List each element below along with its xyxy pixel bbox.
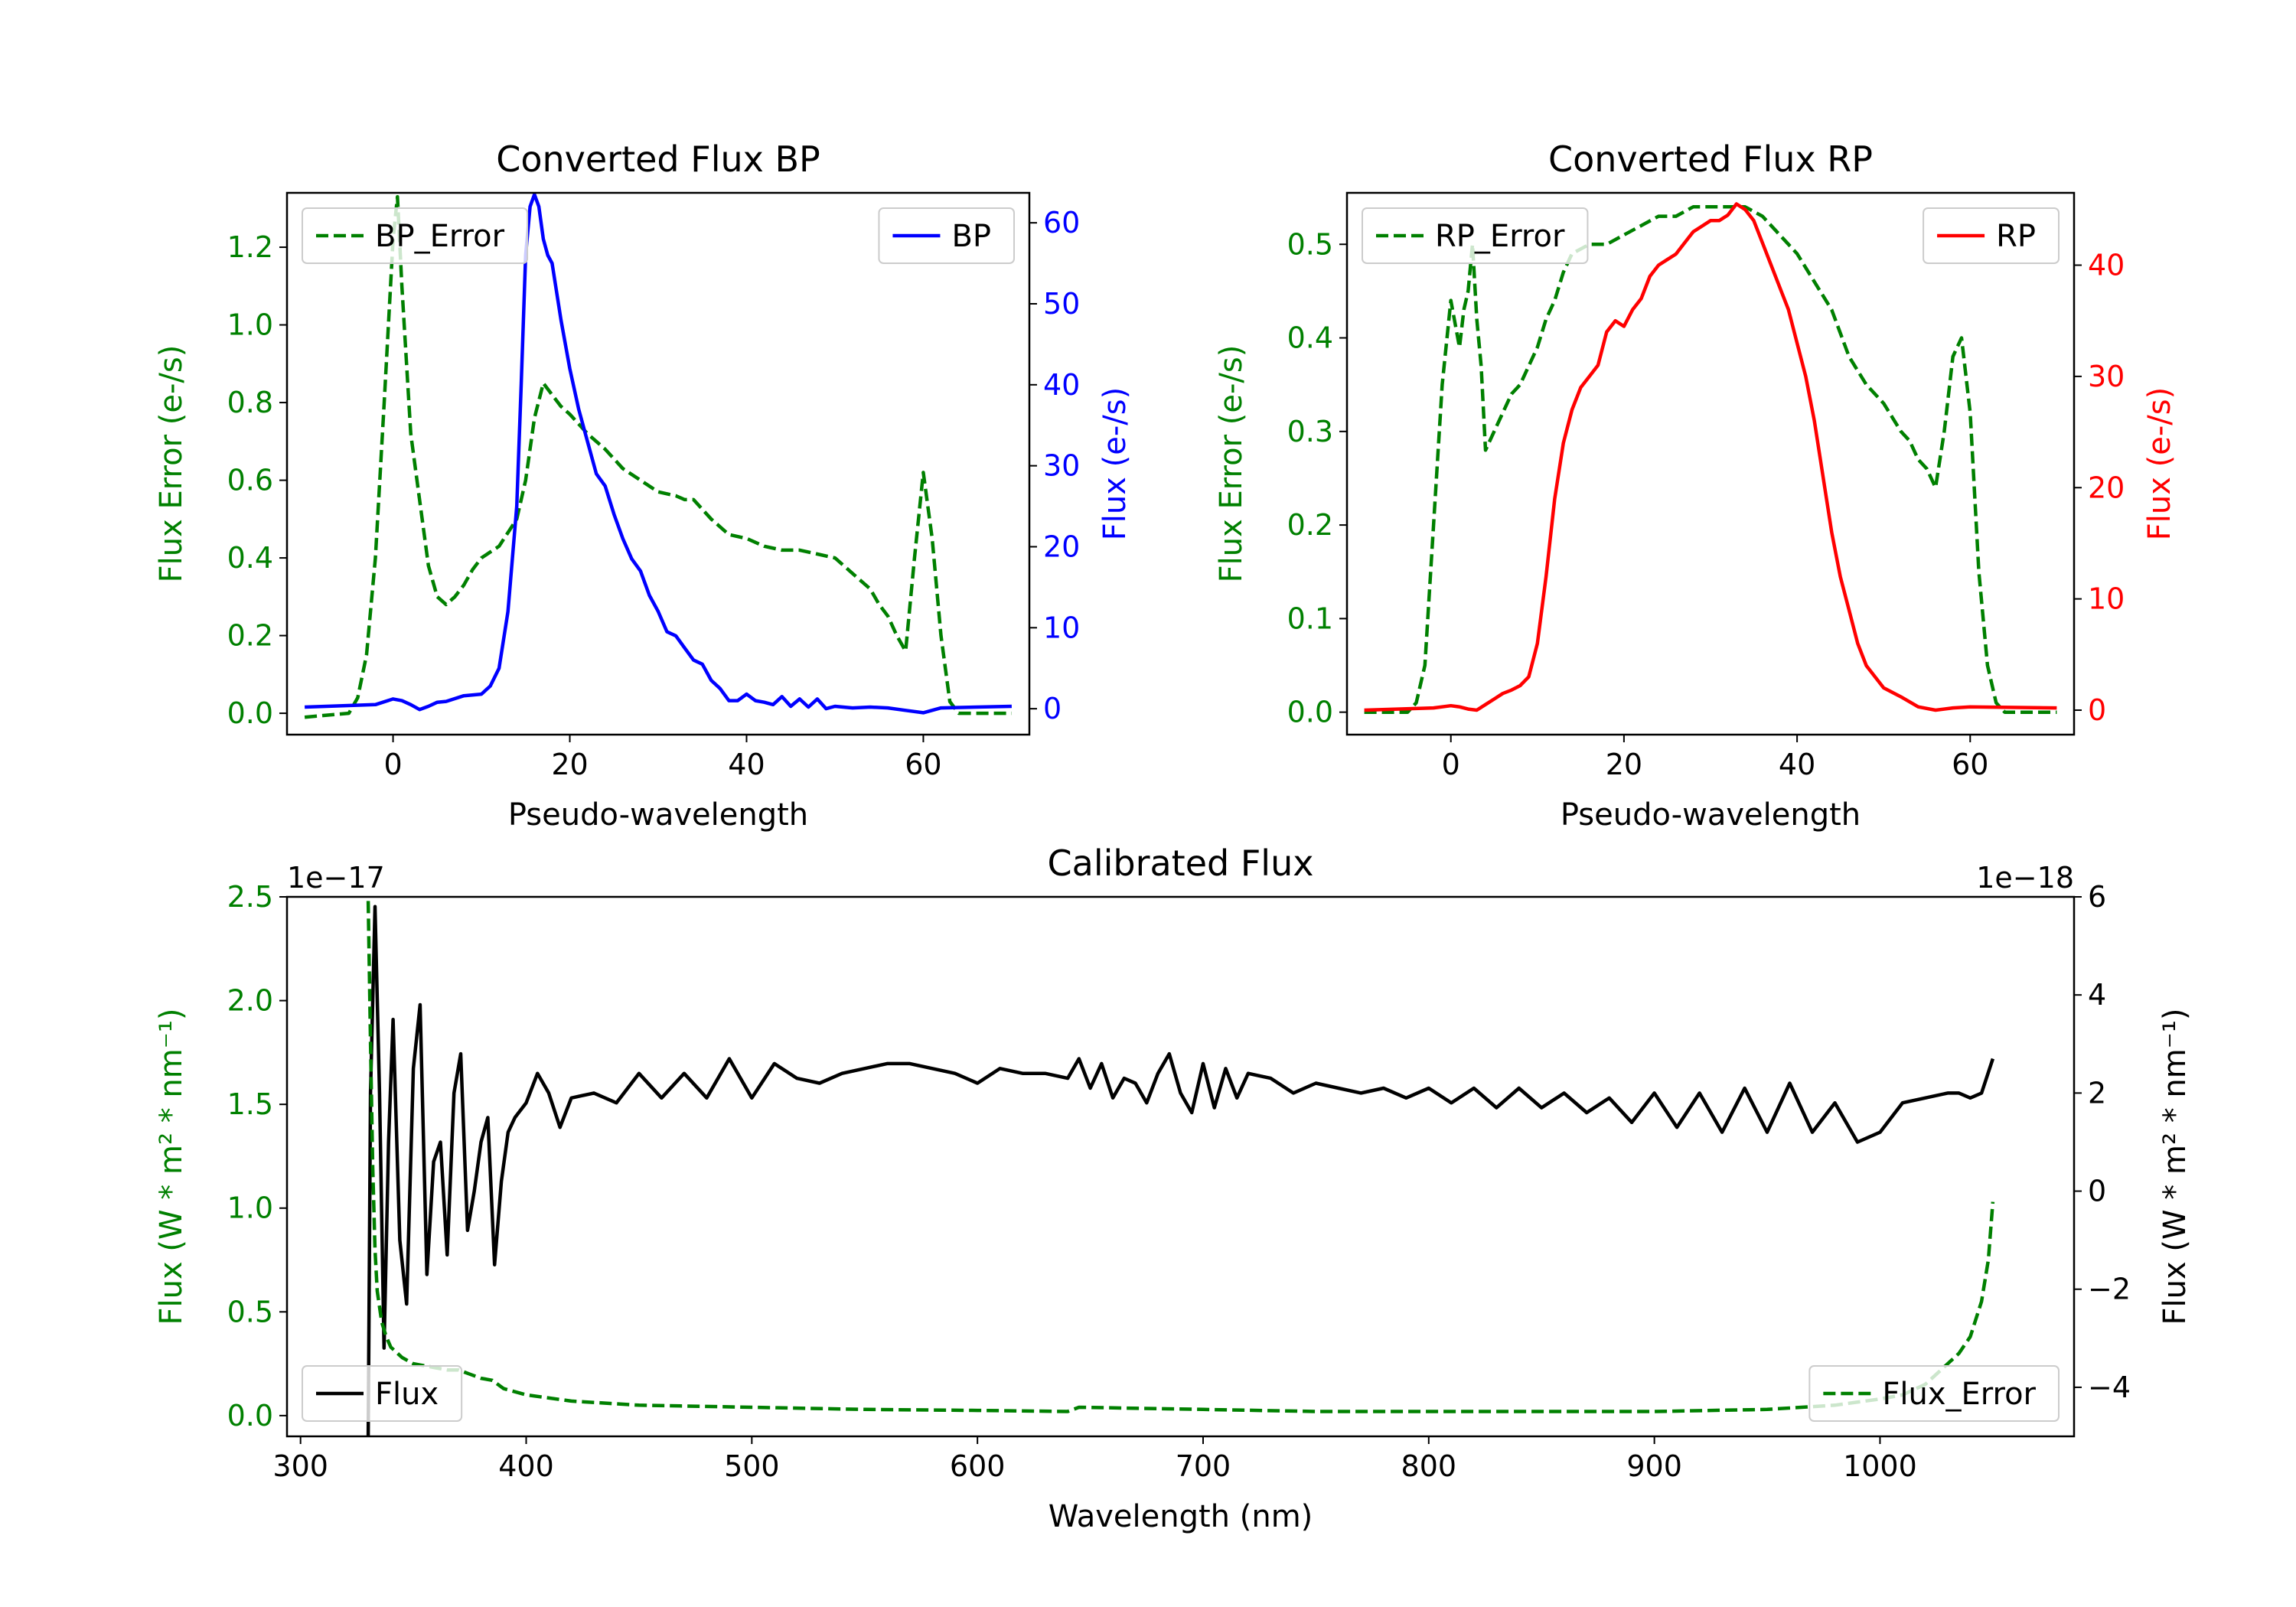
x-tick-label: 900 xyxy=(1626,1449,1682,1483)
y-tick-label-right: 60 xyxy=(1043,206,1080,240)
y-axis-label-left: Flux Error (e-/s) xyxy=(154,345,189,583)
chart-title: Converted Flux RP xyxy=(1548,139,1873,180)
y-tick-label-left: 0.5 xyxy=(227,1295,273,1328)
legend-box xyxy=(1362,207,1589,264)
chart-title: Calibrated Flux xyxy=(1048,843,1314,884)
y-tick-label-left: 2.0 xyxy=(227,984,273,1018)
offset-label-right: 1e−18 xyxy=(1976,861,2074,895)
series-line-bp-error xyxy=(304,194,1012,719)
series-line-rp xyxy=(1364,202,2057,712)
x-tick-label: 400 xyxy=(498,1449,554,1483)
y-tick-label-left: 0.1 xyxy=(1287,601,1333,635)
y-tick-label-right: 4 xyxy=(2088,978,2106,1012)
x-axis-label: Wavelength (nm) xyxy=(1049,1499,1313,1534)
y-tick-label-right: 0 xyxy=(1043,692,1062,725)
legend-box xyxy=(1923,207,2060,264)
legend-right: BP xyxy=(878,207,1015,264)
y-tick-label-left: 0.8 xyxy=(227,386,273,419)
y-tick-label-left: 1.5 xyxy=(227,1087,273,1121)
axes-frame xyxy=(285,895,2076,1438)
y-tick-label-right: 10 xyxy=(1043,611,1080,644)
y-tick-label-left: 2.5 xyxy=(227,880,273,914)
y-tick-label-left: 0.2 xyxy=(1287,508,1333,542)
panel-rp: Converted Flux RP Pseudo-wavelength Flux… xyxy=(1214,139,2177,833)
y-tick-label-right: 30 xyxy=(1043,449,1080,483)
y-tick-label-right: 10 xyxy=(2088,582,2125,616)
x-tick-label: 300 xyxy=(272,1449,328,1483)
y-tick-label-right: 40 xyxy=(1043,368,1080,402)
y-tick-label-right: 2 xyxy=(2088,1076,2106,1110)
x-tick-label: 60 xyxy=(905,748,941,781)
y-tick-label-right: 0 xyxy=(2088,693,2106,727)
y-tick-label-right: 20 xyxy=(1043,530,1080,563)
y-tick-label-left: 1.0 xyxy=(227,308,273,342)
offset-label-left: 1e−17 xyxy=(287,861,385,895)
x-tick-label: 700 xyxy=(1176,1449,1231,1483)
legend-right: Flux_Error xyxy=(1808,1365,2060,1422)
y-tick-label-left: 0.0 xyxy=(227,696,273,730)
panel-bp: Converted Flux BP Pseudo-wavelength Flux… xyxy=(154,139,1133,833)
x-tick-label: 600 xyxy=(950,1449,1006,1483)
axes-frame xyxy=(285,191,1031,736)
y-axis-label-right: Flux (e-/s) xyxy=(2142,387,2177,540)
y-tick-label-left: 1.0 xyxy=(227,1191,273,1225)
legend-label-rp-error: RP_Error xyxy=(1435,219,1565,254)
x-tick-label: 60 xyxy=(1952,748,1988,781)
series-line-bp xyxy=(305,193,1012,715)
legend-left: Flux xyxy=(302,1365,463,1422)
chart-title: Converted Flux BP xyxy=(496,139,820,180)
y-tick-label-right: −4 xyxy=(2088,1371,2131,1404)
y-tick-label-right: 30 xyxy=(2088,360,2125,393)
legend-box xyxy=(302,207,529,264)
y-tick-label-right: 50 xyxy=(1043,287,1080,321)
y-axis-label-right: Flux (e-/s) xyxy=(1097,387,1133,540)
y-tick-label-left: 0.4 xyxy=(227,541,273,575)
x-tick-label: 1000 xyxy=(1843,1449,1917,1483)
y-tick-label-right: 40 xyxy=(2088,248,2125,282)
x-tick-label: 40 xyxy=(728,748,765,781)
legend-box xyxy=(878,207,1015,264)
plot-area: 0 20 40 60 0.0 0.2 0.4 0.6 0.8 1.0 1.2 0 10 20 30 40 50 6… xyxy=(227,191,1080,781)
y-axis-label-left: Flux Error (e-/s) xyxy=(1214,345,1249,583)
legend-box xyxy=(302,1365,463,1422)
y-tick-label-right: 20 xyxy=(2088,471,2125,504)
y-tick-label-right: −2 xyxy=(2088,1273,2131,1306)
y-tick-label-left: 0.0 xyxy=(227,1399,273,1433)
legend-right: RP xyxy=(1923,207,2060,264)
legend-label-rp: RP xyxy=(1996,219,2036,254)
y-tick-label-left: 0.3 xyxy=(1287,415,1333,448)
panel-calibrated: Calibrated Flux Wavelength (nm) Flux (W … xyxy=(154,843,2193,1534)
y-tick-label-left: 0.4 xyxy=(1287,321,1333,355)
axes-frame xyxy=(1345,191,2076,736)
legend-label-bp: BP xyxy=(951,219,991,254)
y-tick-label-right: 0 xyxy=(2088,1175,2106,1208)
y-tick-label-left: 0.6 xyxy=(227,464,273,497)
legend-label-bp-error: BP_Error xyxy=(375,219,505,254)
y-tick-label-left: 0.0 xyxy=(1287,696,1333,729)
y-tick-label-left: 1.2 xyxy=(227,230,273,264)
y-axis-label-right: Flux (W * m² * nm⁻¹) xyxy=(2157,1009,2193,1325)
series-line-rp-error xyxy=(1364,205,2057,714)
legend-box xyxy=(1808,1365,2060,1422)
x-tick-label: 20 xyxy=(1606,748,1642,781)
y-axis-label-left: Flux (W * m² * nm⁻¹) xyxy=(154,1009,189,1325)
x-tick-label: 40 xyxy=(1779,748,1815,781)
x-tick-label: 800 xyxy=(1401,1449,1457,1483)
x-tick-label: 0 xyxy=(383,748,402,781)
legend-left: RP_Error xyxy=(1362,207,1589,264)
y-tick-label-left: 0.5 xyxy=(1287,227,1333,261)
plot-area: 0 20 40 60 0.0 0.1 0.2 0.3 0.4 0.5 0 10 20 30 40 xyxy=(1287,191,2125,781)
x-tick-label: 20 xyxy=(551,748,588,781)
y-tick-label-left: 0.2 xyxy=(227,619,273,653)
legend-left: BP_Error xyxy=(302,207,529,264)
y-tick-label-right: 6 xyxy=(2088,880,2106,914)
legend-label-flux: Flux xyxy=(375,1377,439,1412)
x-tick-label: 0 xyxy=(1442,748,1460,781)
x-tick-label: 500 xyxy=(724,1449,780,1483)
legend-label-flux-error: Flux_Error xyxy=(1882,1377,2036,1412)
x-axis-label: Pseudo-wavelength xyxy=(508,797,808,833)
x-axis-label: Pseudo-wavelength xyxy=(1561,797,1861,833)
series-line-flux xyxy=(366,905,1995,1436)
